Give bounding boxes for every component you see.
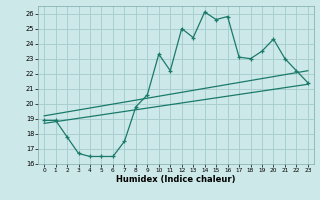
X-axis label: Humidex (Indice chaleur): Humidex (Indice chaleur) xyxy=(116,175,236,184)
